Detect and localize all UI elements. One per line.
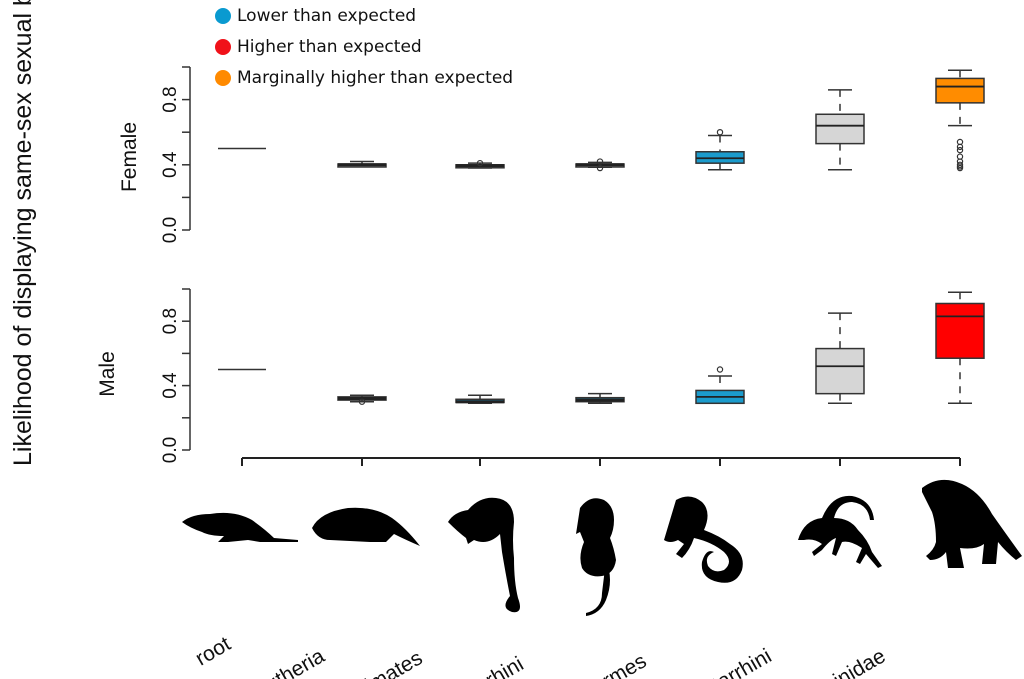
outlier-point xyxy=(716,128,724,136)
silhouette-simiiformes-icon xyxy=(664,496,743,583)
y-tick-label: 0.4 xyxy=(160,151,181,178)
outlier-point xyxy=(596,158,604,165)
category-label-simiiformes: Simiiformes xyxy=(544,649,650,679)
outlier-point xyxy=(358,398,366,405)
silhouette-eutheria-icon xyxy=(312,507,420,546)
legend-item-higher: Higher than expected xyxy=(215,31,513,62)
legend-label-higher: Higher than expected xyxy=(237,36,422,57)
legend-label-marginal: Marginally higher than expected xyxy=(237,67,514,88)
silhouette-haplorhini-icon xyxy=(576,498,616,616)
category-label-primates: Primates xyxy=(343,646,426,679)
silhouette-catarrhini-icon xyxy=(798,495,882,568)
legend-swatch-lower xyxy=(215,7,231,24)
category-label-hominidae: Hominidae xyxy=(791,644,889,679)
category-label-eutheria: Eutheria xyxy=(249,644,329,679)
outlier-point xyxy=(716,366,724,373)
box-hominidae xyxy=(935,302,985,359)
y-tick-label: 0.8 xyxy=(160,308,181,334)
outlier-point xyxy=(956,146,964,154)
box-hominidae xyxy=(935,77,985,104)
y-tick-label: 0.0 xyxy=(160,437,181,463)
box-catarrhini xyxy=(815,113,865,145)
outlier-point xyxy=(956,164,964,172)
legend-label-lower: Lower than expected xyxy=(237,5,417,26)
category-label-haplorhini: Haplorhini xyxy=(434,652,527,679)
outlier-point xyxy=(476,159,484,167)
category-label-catarrhini: Catarrhini xyxy=(685,644,775,679)
outlier-point xyxy=(596,164,604,172)
legend-item-lower: Lower than expected xyxy=(215,0,513,31)
category-label-root: root xyxy=(192,632,235,670)
legend: Lower than expected Higher than expected… xyxy=(215,0,513,93)
silhouette-root-icon xyxy=(182,512,298,542)
y-tick-label: 0.4 xyxy=(160,372,181,399)
silhouette-hominidae-icon xyxy=(922,479,1022,568)
box-catarrhini xyxy=(815,347,865,395)
legend-item-marginal: Marginally higher than expected xyxy=(215,62,513,93)
legend-swatch-marginal xyxy=(215,69,231,86)
y-tick-label: 0.8 xyxy=(160,86,181,112)
legend-swatch-higher xyxy=(215,38,231,55)
y-tick-label: 0.0 xyxy=(160,217,181,243)
outlier-point xyxy=(956,143,964,151)
silhouette-primates-icon xyxy=(448,497,520,613)
